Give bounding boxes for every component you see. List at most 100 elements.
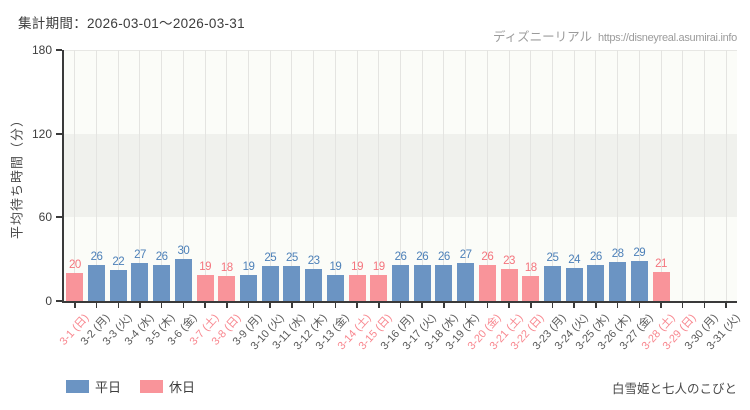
x-tick-mark	[182, 303, 185, 308]
vertical-gridline	[617, 50, 619, 301]
x-tick-mark	[74, 303, 76, 308]
legend-item-weekday[interactable]: 平日	[66, 377, 121, 396]
y-tick-label-120: 120	[31, 126, 52, 141]
bar-3-2[interactable]	[88, 264, 106, 301]
bar-3-5[interactable]	[153, 264, 171, 301]
vertical-gridline	[269, 50, 271, 301]
watermark: ディズニーリアル https://disneyreal.asumirai.inf…	[493, 26, 737, 45]
vertical-gridline	[421, 50, 423, 301]
legend: 平日 休日	[66, 377, 195, 396]
x-tick-mark	[703, 303, 706, 308]
watermark-url[interactable]: https://disneyreal.asumirai.info	[598, 32, 737, 44]
vertical-gridline	[139, 50, 141, 301]
bar-value-label: 26	[481, 250, 494, 263]
bar-3-19[interactable]	[457, 263, 475, 301]
bar-3-8[interactable]	[218, 275, 236, 301]
vertical-gridline	[682, 50, 684, 301]
vertical-gridline	[573, 50, 575, 301]
vertical-gridline	[226, 50, 228, 301]
x-tick-mark	[160, 303, 163, 308]
bar-3-3[interactable]	[109, 270, 127, 301]
bar-3-7[interactable]	[196, 274, 214, 301]
bar-value-label: 19	[372, 260, 385, 273]
bar-3-27[interactable]	[630, 260, 648, 301]
bar-3-6[interactable]	[174, 259, 192, 301]
vertical-gridline	[660, 50, 662, 301]
bar-3-25[interactable]	[587, 264, 605, 301]
y-tick-label-180: 180	[31, 43, 52, 57]
bar-value-label: 30	[177, 245, 190, 258]
x-tick-mark	[204, 303, 206, 308]
legend-item-holiday[interactable]: 休日	[140, 377, 195, 396]
vertical-gridline	[703, 50, 705, 301]
x-tick-mark	[551, 303, 554, 308]
bar-3-10[interactable]	[261, 266, 279, 301]
bar-value-label: 19	[199, 260, 211, 273]
bar-3-23[interactable]	[543, 266, 561, 301]
bar-value-label: 26	[155, 250, 168, 263]
x-tick-mark	[356, 303, 358, 308]
bar-3-16[interactable]	[392, 264, 409, 301]
bar-value-label: 29	[633, 246, 646, 259]
y-tick-mark	[56, 132, 62, 135]
bar-value-label: 25	[546, 252, 559, 265]
bar-3-9[interactable]	[240, 274, 258, 301]
bar-3-14[interactable]	[348, 274, 366, 301]
bar-3-4[interactable]	[131, 263, 149, 301]
vertical-gridline	[356, 50, 358, 301]
x-tick-mark	[334, 303, 337, 308]
bar-3-18[interactable]	[435, 264, 453, 301]
vertical-gridline	[400, 50, 401, 301]
x-tick-mark	[660, 303, 662, 308]
attraction-name: 白雪姫と七人のこびと	[611, 382, 737, 396]
x-axis-line	[62, 301, 737, 303]
vertical-gridline	[204, 50, 206, 301]
bar-3-11[interactable]	[283, 266, 301, 301]
bar-value-label: 26	[394, 250, 407, 263]
chart-title: 集計期間：2026-03-01～2026-03-31	[18, 16, 245, 31]
bar-value-label: 19	[329, 260, 342, 273]
bar-value-label: 26	[589, 250, 602, 263]
bar-3-22[interactable]	[522, 275, 540, 301]
x-tick-mark	[139, 303, 141, 308]
y-tick-label-60: 60	[38, 210, 52, 225]
vertical-gridline	[530, 50, 532, 301]
plot-area: 20 26 22 27 26 30 19 18 19 25 25 23 19 19 19 26 26 26 27 26…	[64, 50, 737, 301]
bar-3-1[interactable]	[66, 273, 84, 301]
bar-3-21[interactable]	[500, 268, 518, 301]
bar-value-label: 21	[655, 257, 667, 270]
bar-value-label: 25	[264, 252, 277, 265]
vertical-gridline	[96, 50, 98, 301]
vertical-gridline	[182, 50, 184, 301]
y-tick-mark	[56, 216, 62, 219]
x-tick-mark	[464, 303, 467, 308]
vertical-gridline	[508, 50, 510, 301]
vertical-gridline	[74, 50, 76, 301]
bar-3-12[interactable]	[305, 268, 323, 301]
bar-value-label: 26	[438, 250, 450, 263]
vertical-gridline	[291, 50, 293, 301]
y-tick-label-0: 0	[45, 294, 52, 308]
bar-3-26[interactable]	[609, 261, 627, 301]
x-tick-mark	[725, 303, 727, 308]
bar-value-label: 27	[134, 249, 146, 262]
x-tick-mark	[378, 303, 380, 308]
x-tick-mark	[573, 303, 575, 308]
bar-3-13[interactable]	[326, 274, 344, 301]
y-axis-line	[62, 50, 64, 301]
x-tick-mark	[399, 303, 402, 308]
vertical-gridline	[725, 50, 727, 301]
bar-3-24[interactable]	[565, 267, 583, 301]
vertical-gridline	[334, 50, 336, 301]
weekday-color-swatch	[66, 380, 89, 393]
bar-3-20[interactable]	[478, 264, 496, 301]
bar-value-label: 23	[503, 254, 515, 267]
bar-3-15[interactable]	[370, 274, 388, 301]
bar-3-28[interactable]	[652, 271, 670, 301]
bar-value-label: 19	[242, 260, 255, 273]
x-tick-mark	[226, 303, 228, 308]
vertical-gridline	[378, 50, 380, 301]
x-tick-mark	[508, 303, 510, 308]
bar-3-17[interactable]	[413, 264, 431, 301]
